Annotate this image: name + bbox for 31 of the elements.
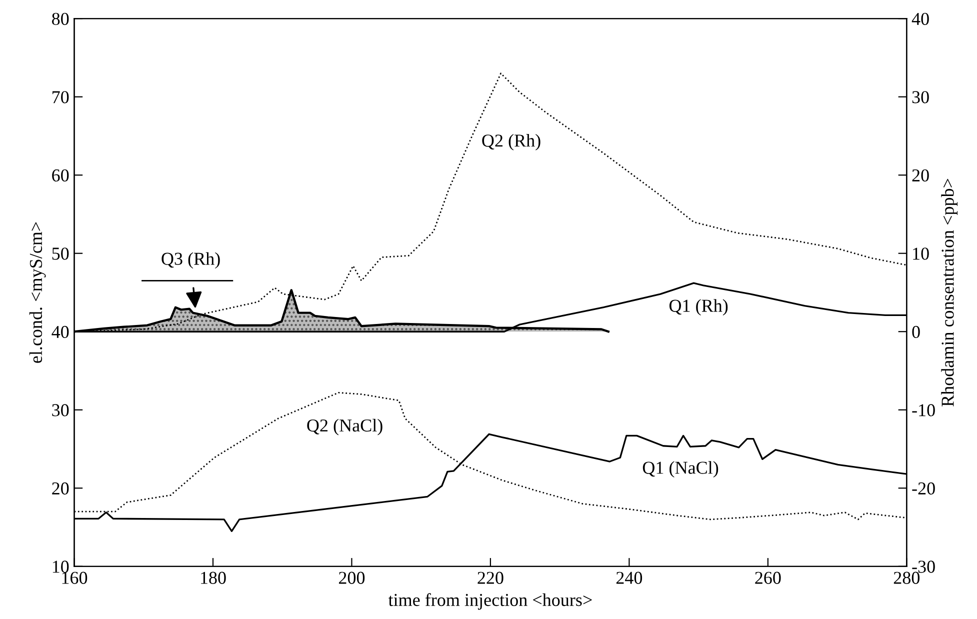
y2-tick-label: -20 — [912, 482, 935, 495]
y2-tick-label: 30 — [912, 91, 929, 104]
y-axis-title: el.cond. <myS/cm> — [29, 222, 46, 363]
series-label: Q2 (NaCl) — [307, 418, 382, 436]
x-axis-title: time from injection <hours> — [388, 593, 592, 610]
series-label: Q1 (NaCl) — [642, 461, 718, 478]
y-tick-label: 20 — [52, 482, 69, 495]
x-tick-label: 240 — [616, 572, 642, 584]
y2-axis-title: Rhodamin consentration <ppb> — [941, 178, 958, 406]
y2-tick-label: 10 — [913, 248, 929, 260]
x-tick-label: 200 — [338, 572, 365, 584]
y-tick-label: 30 — [52, 404, 69, 416]
text: Q3 (Rh) — [162, 252, 220, 269]
y2-tick-label: 0 — [912, 326, 920, 338]
x-tick-label: 180 — [201, 572, 226, 584]
y2-tick-label: -10 — [912, 404, 935, 416]
series-label: Q2 (Rh) — [482, 134, 540, 150]
y-tick-label: 60 — [52, 169, 69, 182]
y-tick-label: 70 — [52, 91, 69, 104]
x-tick-label: 160 — [62, 572, 88, 584]
x-tick-label: 260 — [755, 572, 781, 584]
y-tick-label: 40 — [52, 326, 69, 338]
y-tick-label: 80 — [52, 12, 69, 26]
y2-tick-label: 40 — [912, 12, 929, 26]
series-label: Q1 (Rh) — [669, 299, 728, 316]
y2-tick-label: -30 — [912, 560, 935, 573]
y-tick-label: 10 — [52, 560, 69, 573]
x-tick-label: 220 — [478, 572, 504, 584]
y-tick-label: 50 — [52, 248, 69, 260]
y2-tick-label: 20 — [912, 169, 929, 182]
x-tick-label: 280 — [894, 572, 920, 584]
